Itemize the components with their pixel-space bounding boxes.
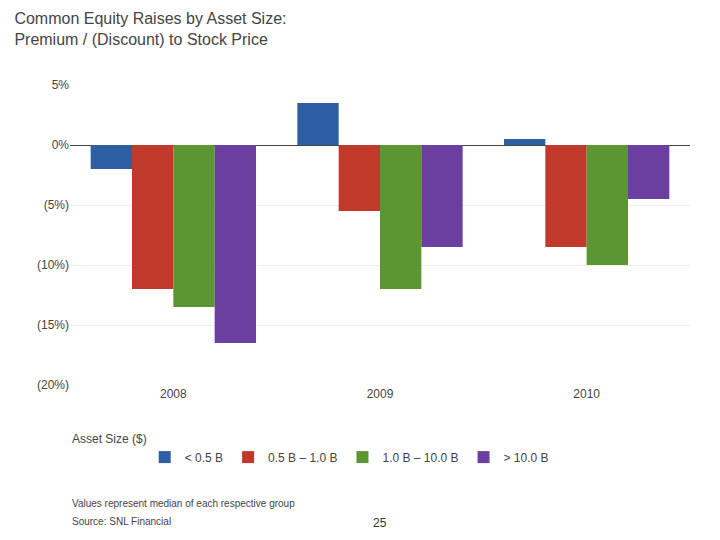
- svg-text:(10%): (10%): [37, 258, 69, 272]
- svg-text:> 10.0 B: > 10.0 B: [504, 451, 549, 465]
- svg-text:Values represent median of eac: Values represent median of each respecti…: [72, 498, 295, 509]
- svg-text:(15%): (15%): [37, 318, 69, 332]
- svg-text:2009: 2009: [367, 387, 394, 401]
- svg-text:2008: 2008: [160, 387, 187, 401]
- svg-text:(5%): (5%): [44, 198, 69, 212]
- svg-text:Source: SNL Financial: Source: SNL Financial: [72, 516, 171, 527]
- svg-text:Common Equity Raises by Asset: Common Equity Raises by Asset Size:Premi…: [14, 10, 286, 48]
- svg-text:0%: 0%: [52, 138, 70, 152]
- svg-text:25: 25: [373, 516, 387, 530]
- svg-text:0.5 B – 1.0 B: 0.5 B – 1.0 B: [268, 451, 337, 465]
- svg-text:2010: 2010: [573, 387, 600, 401]
- svg-text:1.0 B – 10.0 B: 1.0 B – 10.0 B: [382, 451, 458, 465]
- svg-text:(20%): (20%): [37, 378, 69, 392]
- svg-text:Asset Size ($): Asset Size ($): [72, 432, 147, 446]
- svg-text:< 0.5 B: < 0.5 B: [185, 451, 223, 465]
- svg-text:5%: 5%: [52, 78, 70, 92]
